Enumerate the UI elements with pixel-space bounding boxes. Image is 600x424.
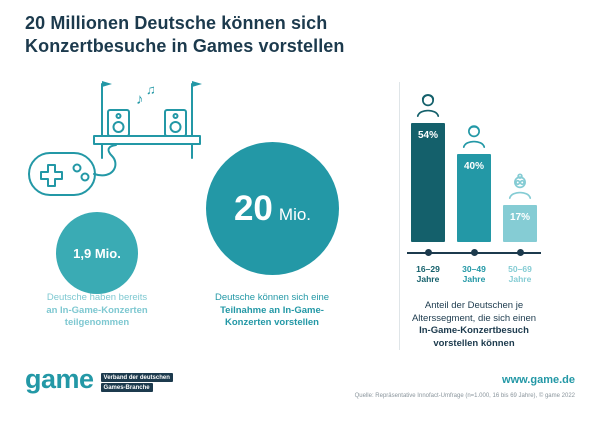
participants-caption: Deutsche haben bereits an In-Game-Konzer… [17, 292, 177, 330]
bar-value-label: 17% [509, 212, 530, 223]
caption-line: Konzerten vorstellen [225, 317, 319, 328]
chart-bar: 54% [411, 123, 445, 242]
controller-dpad [41, 165, 62, 186]
game-logo-text: game [25, 364, 94, 394]
potential-circle: 20 Mio. [206, 142, 339, 275]
stage-platform [94, 136, 200, 144]
axis-dot [424, 249, 432, 256]
chart-bar: 40% [457, 154, 491, 242]
age-unit: Jahre [416, 274, 440, 284]
speaker-right-tweeter [174, 114, 178, 118]
potential-value: 20 Mio. [234, 189, 311, 229]
speaker-left [108, 110, 129, 136]
bar-value-label: 54% [417, 130, 438, 141]
speaker-left-woofer [114, 122, 124, 132]
participants-value: 1,9 Mio. [73, 245, 121, 261]
age-bar-chart: 54% 40% [407, 88, 541, 284]
caption-line: Anteil der Deutschen je [424, 300, 524, 311]
axis-tick [503, 247, 537, 260]
game-logo-badges: Verband der deutschen Games-Branche [100, 373, 173, 392]
caption-line: Deutsche haben bereits [46, 292, 148, 303]
controller-cable [94, 145, 116, 175]
caption-line: an In-Game-Konzerten [46, 304, 148, 316]
speaker-right-woofer [171, 122, 181, 132]
caption-line: Alterssegment, die sich einen [411, 312, 537, 324]
bar-value-label: 40% [463, 161, 484, 172]
game-controller [29, 153, 95, 195]
caption-line: vorstellen können [433, 337, 515, 349]
music-note-icon: ♪ [136, 91, 144, 108]
age-labels: 16–29 Jahre 30–49 Jahre 50–69 Jahre [411, 264, 537, 284]
age-label: 50–69 Jahre [503, 264, 537, 284]
chart-axis [407, 247, 541, 260]
age-range: 16–29 [416, 264, 440, 274]
stage-flag-right [192, 81, 202, 87]
music-notes-icon: ♫ [146, 82, 156, 97]
bar-group-50-69: 17% [503, 172, 537, 242]
source-note: Quelle: Repräsentative Innofact-Umfrage … [354, 393, 575, 399]
chart-bar: 17% [503, 205, 537, 242]
axis-dot [470, 249, 478, 256]
controller-button-b [82, 174, 89, 181]
speaker-left-tweeter [117, 114, 121, 118]
axis-tick [457, 247, 491, 260]
man-icon [462, 125, 486, 148]
chart-bars: 54% 40% [411, 88, 537, 242]
senior-woman-icon [508, 173, 532, 199]
age-label: 16–29 Jahre [411, 264, 445, 284]
website-link[interactable]: www.game.de [502, 374, 575, 386]
axis-tick [411, 247, 445, 260]
speaker-right [165, 110, 186, 136]
potential-unit: Mio. [278, 204, 312, 224]
caption-line: Deutsche können sich eine [214, 292, 330, 303]
stage-flag-left [102, 81, 112, 87]
age-range: 30–49 [462, 264, 486, 274]
age-label: 30–49 Jahre [457, 264, 491, 284]
bar-group-30-49: 40% [457, 121, 491, 242]
potential-number: 20 [233, 188, 273, 228]
page-title: 20 Millionen Deutsche können sich Konzer… [25, 12, 485, 58]
caption-line: In-Game-Konzertbesuch [419, 325, 529, 336]
section-separator [399, 82, 400, 350]
title-line-2: Konzertbesuche in Games vorstellen [25, 36, 345, 56]
chart-caption: Anteil der Deutschen je Alterssegment, d… [388, 300, 560, 350]
age-unit: Jahre [508, 274, 532, 284]
logo-badge-line-1: Verband der deutschen [100, 373, 173, 382]
bar-group-16-29: 54% [411, 90, 445, 242]
caption-line: teilgenommen [64, 317, 130, 328]
logo-badge-line-2: Games-Branche [100, 383, 153, 392]
participants-circle: 1,9 Mio. [56, 212, 138, 294]
caption-line: Teilnahme an In-Game- [220, 304, 324, 316]
young-woman-icon [416, 94, 440, 117]
title-line-1: 20 Millionen Deutsche können sich [25, 13, 328, 33]
potential-caption: Deutsche können sich eine Teilnahme an I… [187, 292, 357, 330]
game-logo: game Verband der deutschen Games-Branche [25, 366, 173, 393]
controller-stage-illustration: ♪ ♫ [24, 81, 202, 218]
age-range: 50–69 [508, 264, 532, 274]
age-unit: Jahre [462, 274, 486, 284]
axis-dot [516, 249, 524, 256]
controller-button-a [74, 165, 81, 172]
